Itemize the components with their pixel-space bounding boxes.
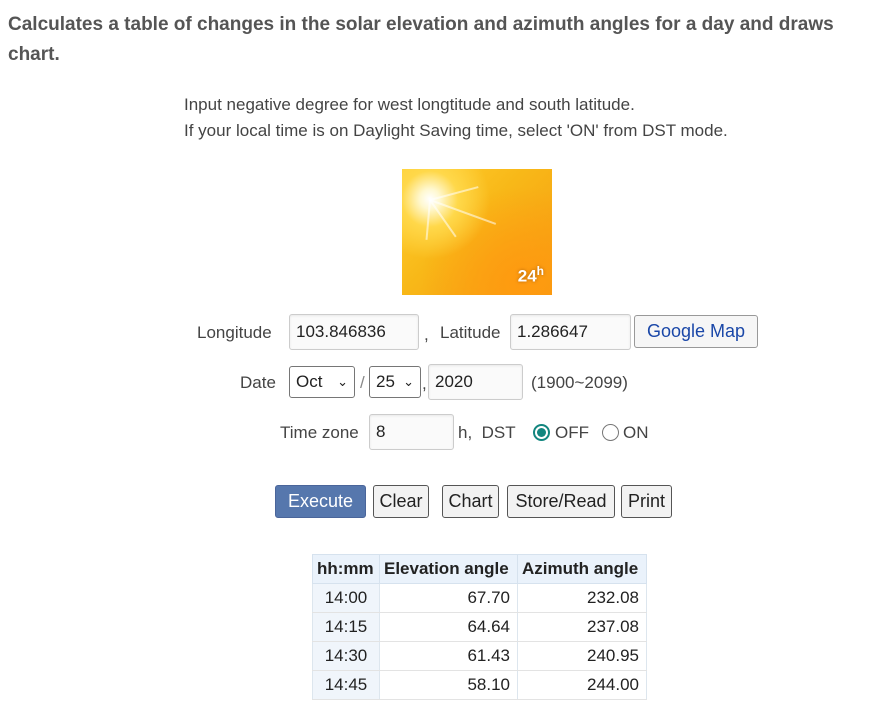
- clear-button[interactable]: Clear: [373, 485, 429, 518]
- column-header-time: hh:mm: [312, 554, 380, 584]
- google-map-button[interactable]: Google Map: [634, 315, 758, 348]
- elevation-cell: 61.43: [379, 641, 518, 671]
- results-table: hh:mm Elevation angle Azimuth angle 14:0…: [312, 554, 647, 700]
- month-value: Oct: [296, 372, 323, 391]
- image-label: 24h: [517, 264, 544, 286]
- longitude-label: Longitude: [197, 323, 272, 342]
- chevron-down-icon: ⌄: [337, 374, 348, 389]
- chevron-down-icon: ⌄: [403, 374, 414, 389]
- azimuth-cell: 232.08: [517, 583, 647, 613]
- azimuth-cell: 240.95: [517, 641, 647, 671]
- instruction-line: Input negative degree for west longtitud…: [184, 95, 635, 114]
- table-row: 14:00 67.70 232.08: [312, 583, 647, 613]
- elevation-cell: 64.64: [379, 612, 518, 642]
- print-button[interactable]: Print: [621, 485, 672, 518]
- table-header-row: hh:mm Elevation angle Azimuth angle: [312, 554, 647, 584]
- azimuth-cell: 244.00: [517, 670, 647, 700]
- latitude-input[interactable]: 1.286647: [510, 314, 631, 350]
- time-cell: 14:30: [312, 641, 380, 671]
- time-cell: 14:00: [312, 583, 380, 613]
- elevation-cell: 67.70: [379, 583, 518, 613]
- day-select[interactable]: 25 ⌄: [369, 366, 421, 398]
- column-header-elevation: Elevation angle: [379, 554, 518, 584]
- dst-on-radio[interactable]: [602, 424, 619, 441]
- comma-separator: ,: [424, 325, 429, 344]
- instructions: Input negative degree for west longtitud…: [184, 92, 728, 144]
- dst-off-radio[interactable]: [533, 424, 550, 441]
- page-title: Calculates a table of changes in the sol…: [8, 14, 834, 65]
- day-value: 25: [376, 372, 395, 391]
- time-cell: 14:45: [312, 670, 380, 700]
- date-label: Date: [240, 373, 276, 392]
- month-select[interactable]: Oct ⌄: [289, 366, 355, 398]
- year-input[interactable]: 2020: [428, 364, 523, 400]
- table-row: 14:30 61.43 240.95: [312, 641, 647, 671]
- instruction-line: If your local time is on Daylight Saving…: [184, 121, 728, 140]
- dst-on-label[interactable]: ON: [623, 423, 649, 442]
- dst-label: h, DST: [458, 423, 516, 442]
- year-range-hint: (1900~2099): [531, 373, 628, 392]
- dst-off-label[interactable]: OFF: [555, 423, 589, 442]
- chart-button[interactable]: Chart: [442, 485, 499, 518]
- timezone-input[interactable]: 8: [369, 414, 454, 450]
- column-header-azimuth: Azimuth angle: [517, 554, 647, 584]
- elevation-cell: 58.10: [379, 670, 518, 700]
- sun-24h-image: 24h: [402, 169, 552, 295]
- execute-button[interactable]: Execute: [275, 485, 366, 518]
- table-row: 14:45 58.10 244.00: [312, 670, 647, 700]
- timezone-label: Time zone: [280, 423, 359, 442]
- azimuth-cell: 237.08: [517, 612, 647, 642]
- comma-separator: ,: [422, 374, 427, 393]
- table-row: 14:15 64.64 237.08: [312, 612, 647, 642]
- store-read-button[interactable]: Store/Read: [507, 485, 615, 518]
- latitude-label: Latitude: [440, 323, 501, 342]
- longitude-input[interactable]: 103.846836: [289, 314, 419, 350]
- date-slash: /: [360, 373, 365, 392]
- time-cell: 14:15: [312, 612, 380, 642]
